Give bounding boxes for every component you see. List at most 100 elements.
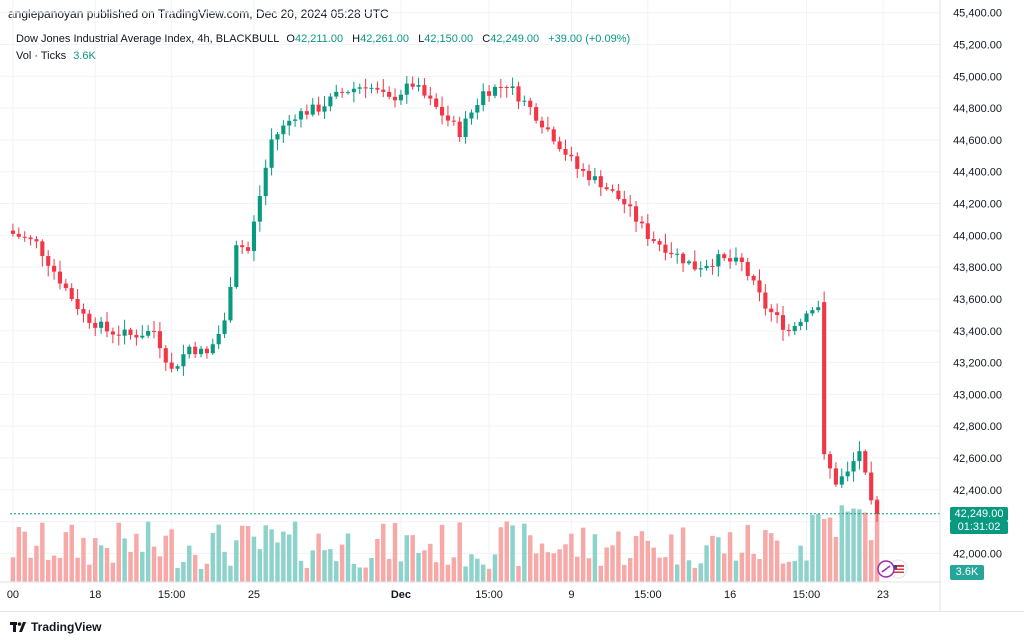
volume-bar <box>375 538 380 582</box>
volume-bar <box>81 537 86 582</box>
volume-bar <box>316 533 321 582</box>
volume-bar <box>504 521 509 582</box>
candle-body <box>128 329 133 335</box>
volume-bar <box>322 550 327 582</box>
candle-body <box>328 96 333 107</box>
volume-bar <box>234 540 239 582</box>
volume-bar <box>204 563 210 582</box>
candle-body <box>322 106 327 112</box>
x-tick-label: 16 <box>724 589 736 601</box>
candle-body <box>575 156 580 169</box>
x-tick-label: 18 <box>89 589 101 601</box>
y-tick-label: 43,200.00 <box>953 358 1002 370</box>
candle-body <box>875 500 880 514</box>
volume-bar <box>563 544 568 582</box>
close-key: C <box>482 33 491 45</box>
volume-bar <box>692 567 698 582</box>
candle-body <box>757 280 762 293</box>
candle-body <box>651 239 656 242</box>
candle-body <box>157 331 162 349</box>
volume-bar <box>657 557 662 582</box>
volume-bar <box>98 545 104 582</box>
candle-body <box>722 254 727 259</box>
high-value: 42,261.00 <box>360 33 410 45</box>
candle-body <box>604 187 609 190</box>
volume-bar <box>751 553 756 582</box>
footer: TradingView <box>0 611 1024 642</box>
y-tick-label: 45,400.00 <box>953 8 1002 20</box>
candle-body <box>40 241 45 257</box>
candle-body <box>228 286 233 321</box>
volume-bar <box>369 557 374 582</box>
candle-body <box>827 454 833 469</box>
candle-body <box>686 261 692 264</box>
volume-legend[interactable]: Vol · Ticks 3.6K <box>16 50 102 62</box>
candle-body <box>833 468 838 485</box>
volume-bar <box>610 545 615 582</box>
candle-body <box>440 106 445 116</box>
volume-bar <box>522 523 527 582</box>
volume-bar <box>251 536 257 582</box>
candle-body <box>293 119 298 121</box>
volume-bar <box>69 524 74 582</box>
volume-bar <box>845 511 850 582</box>
candle-body <box>375 87 380 90</box>
candle-body <box>675 253 680 255</box>
volume-bar <box>804 560 809 582</box>
volume-bar <box>863 512 868 582</box>
volume-bar <box>292 521 298 582</box>
volume-bar <box>604 547 609 582</box>
volume-bar <box>45 559 51 582</box>
candle-body <box>551 129 556 142</box>
volume-bar <box>410 535 415 582</box>
y-tick-label: 43,400.00 <box>953 326 1002 338</box>
volume-bar <box>727 532 733 582</box>
volume-bar <box>663 557 668 582</box>
candle-body <box>728 258 733 262</box>
volume-bar <box>175 567 180 582</box>
y-tick-label: 45,000.00 <box>953 71 1002 83</box>
candle-body <box>598 176 603 188</box>
volume-bar <box>622 564 627 582</box>
volume-bar <box>710 535 715 582</box>
candle-body <box>187 346 192 355</box>
volume-bar <box>63 532 69 582</box>
tradingview-logo-icon <box>10 622 26 632</box>
price-axis[interactable]: 45,400.00 45,200.00 45,000.00 44,800.00 44,6… <box>953 8 1002 561</box>
time-axis[interactable]: 00 18 15:00 25 Dec 15:00 9 15:00 16 15:00 23 <box>7 589 889 601</box>
candle-body <box>681 253 686 264</box>
candle-body <box>469 112 474 119</box>
volume-bar <box>516 565 521 582</box>
volume-bar <box>816 514 821 582</box>
volume-bar <box>486 568 492 582</box>
candle-body <box>275 134 280 140</box>
volume-bar <box>557 549 562 582</box>
volume-bar <box>163 535 169 582</box>
volume-bar <box>868 540 874 582</box>
volume-bar <box>181 562 186 582</box>
y-tick-label: 43,800.00 <box>953 262 1002 274</box>
candle-body <box>539 120 545 128</box>
candle-body <box>281 125 286 135</box>
symbol-legend[interactable]: Dow Jones Industrial Average Index, 4h, … <box>16 33 636 45</box>
grid <box>0 0 940 582</box>
candle-body <box>739 257 744 263</box>
volume-bar <box>134 533 139 582</box>
volume-bar <box>539 543 545 582</box>
candle-body <box>616 190 621 200</box>
candle-body <box>475 105 480 113</box>
candle-body <box>492 86 498 96</box>
volume-bar <box>469 554 474 582</box>
candle-body <box>28 237 33 240</box>
y-tick-label: 44,400.00 <box>953 167 1002 179</box>
y-tick-label: 44,000.00 <box>953 230 1002 242</box>
candle-body <box>516 86 521 102</box>
candle-body <box>716 254 721 267</box>
candle-body <box>34 239 39 242</box>
tradingview-logo[interactable]: TradingView <box>10 620 101 634</box>
x-tick-label: 15:00 <box>158 589 186 601</box>
candle-body <box>304 111 309 115</box>
volume-bar <box>245 526 251 582</box>
volume-bar <box>774 540 780 582</box>
